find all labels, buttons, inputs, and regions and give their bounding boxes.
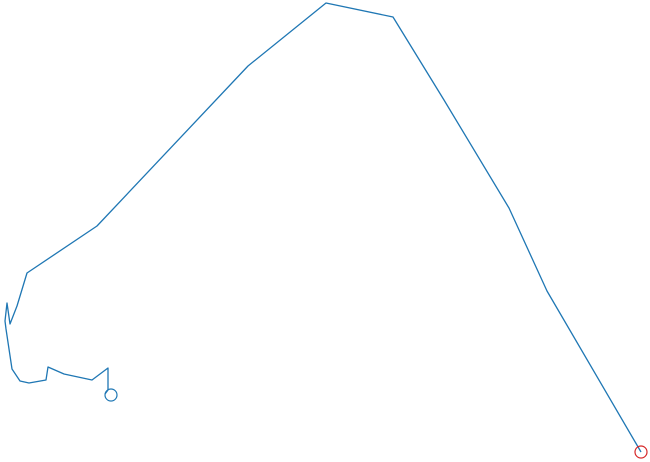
- end-point-marker: [634, 445, 648, 459]
- trajectory-line: [4, 2, 642, 453]
- start-point-marker: [104, 388, 118, 402]
